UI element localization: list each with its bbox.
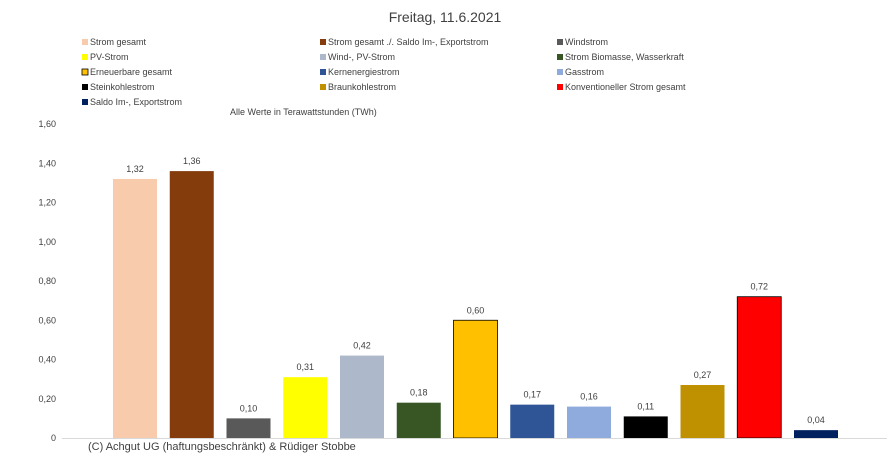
bar: [680, 385, 725, 438]
data-label: 0,60: [467, 305, 485, 315]
y-tick-label: 1,00: [38, 237, 56, 247]
legend-entry: Erneuerbare gesamt: [90, 67, 173, 77]
chart-title: Freitag, 11.6.2021: [389, 9, 502, 25]
bar: [736, 296, 782, 439]
data-label: 0,18: [410, 388, 428, 398]
legend-swatch: [320, 39, 326, 45]
bar: [169, 171, 214, 438]
data-label: 0,72: [750, 282, 768, 292]
y-tick-label: 0: [51, 433, 56, 443]
bar: [340, 355, 384, 438]
data-label: 1,32: [126, 164, 144, 174]
legend-swatch: [557, 39, 563, 45]
data-labels: 1,32 1,36 0,10 0,31 0,42 0,18 0,60 0,17 0,16 0,11…: [126, 156, 825, 425]
chart-legend: Strom gesamt Strom gesamt ./. Saldo Im-, …: [81, 37, 686, 107]
legend-entry: Wind-, PV-Strom: [328, 52, 395, 62]
bar: [623, 416, 668, 438]
legend-entry: Saldo Im-, Exportstrom: [90, 97, 182, 107]
legend-entry: Konventioneller Strom gesamt: [565, 82, 686, 92]
legend-entry: Steinkohlestrom: [90, 82, 155, 92]
y-tick-label: 0,20: [38, 394, 56, 404]
data-label: 0,17: [523, 390, 541, 400]
legend-entry: Kernenergiestrom: [328, 67, 400, 77]
bar: [396, 402, 441, 438]
y-tick-label: 1,20: [38, 198, 56, 208]
legend-entry: Windstrom: [565, 37, 608, 47]
legend-swatch: [81, 68, 89, 76]
data-label: 0,10: [240, 403, 258, 413]
bar: [510, 404, 555, 438]
data-label: 0,27: [694, 370, 712, 380]
legend-entry: Strom Biomasse, Wasserkraft: [565, 52, 684, 62]
y-tick-label: 0,80: [38, 276, 56, 286]
unit-note: Alle Werte in Terawattstunden (TWh): [230, 107, 377, 117]
credit-text: (C) Achgut UG (haftungsbeschränkt) & Rüd…: [88, 441, 356, 453]
legend-swatch: [320, 69, 326, 75]
legend-swatch: [557, 54, 563, 60]
legend-swatch: [320, 84, 326, 90]
legend-entry: Strom gesamt ./. Saldo Im-, Exportstrom: [328, 37, 489, 47]
legend-entry: Strom gesamt: [90, 37, 147, 47]
bar: [226, 418, 271, 438]
y-axis: 0 0,20 0,40 0,60 0,80 1,00 1,20 1,40 1,60: [38, 119, 56, 443]
bar: [794, 430, 838, 438]
legend-swatch: [82, 39, 88, 45]
data-label: 0,16: [580, 392, 598, 402]
legend-entry: Gasstrom: [565, 67, 604, 77]
legend-swatch: [557, 84, 563, 90]
bar: [453, 319, 498, 439]
data-label: 1,36: [183, 156, 201, 166]
data-label: 0,42: [353, 341, 371, 351]
legend-swatch: [320, 54, 326, 60]
bar: [113, 178, 157, 438]
y-tick-label: 0,60: [38, 315, 56, 325]
legend-swatch: [82, 54, 88, 60]
legend-swatch: [82, 99, 88, 105]
y-tick-label: 1,40: [38, 158, 56, 168]
y-tick-label: 0,40: [38, 355, 56, 365]
bar: [283, 377, 328, 438]
data-label: 0,31: [296, 362, 314, 372]
legend-swatch: [557, 69, 563, 75]
bar-series: [113, 171, 838, 439]
legend-entry: Braunkohlestrom: [328, 82, 396, 92]
legend-entry: PV-Strom: [90, 52, 129, 62]
data-label: 0,11: [637, 401, 654, 411]
data-label: 0,04: [807, 415, 825, 425]
y-tick-label: 1,60: [38, 119, 56, 129]
bar: [567, 406, 611, 438]
legend-swatch: [82, 84, 88, 90]
